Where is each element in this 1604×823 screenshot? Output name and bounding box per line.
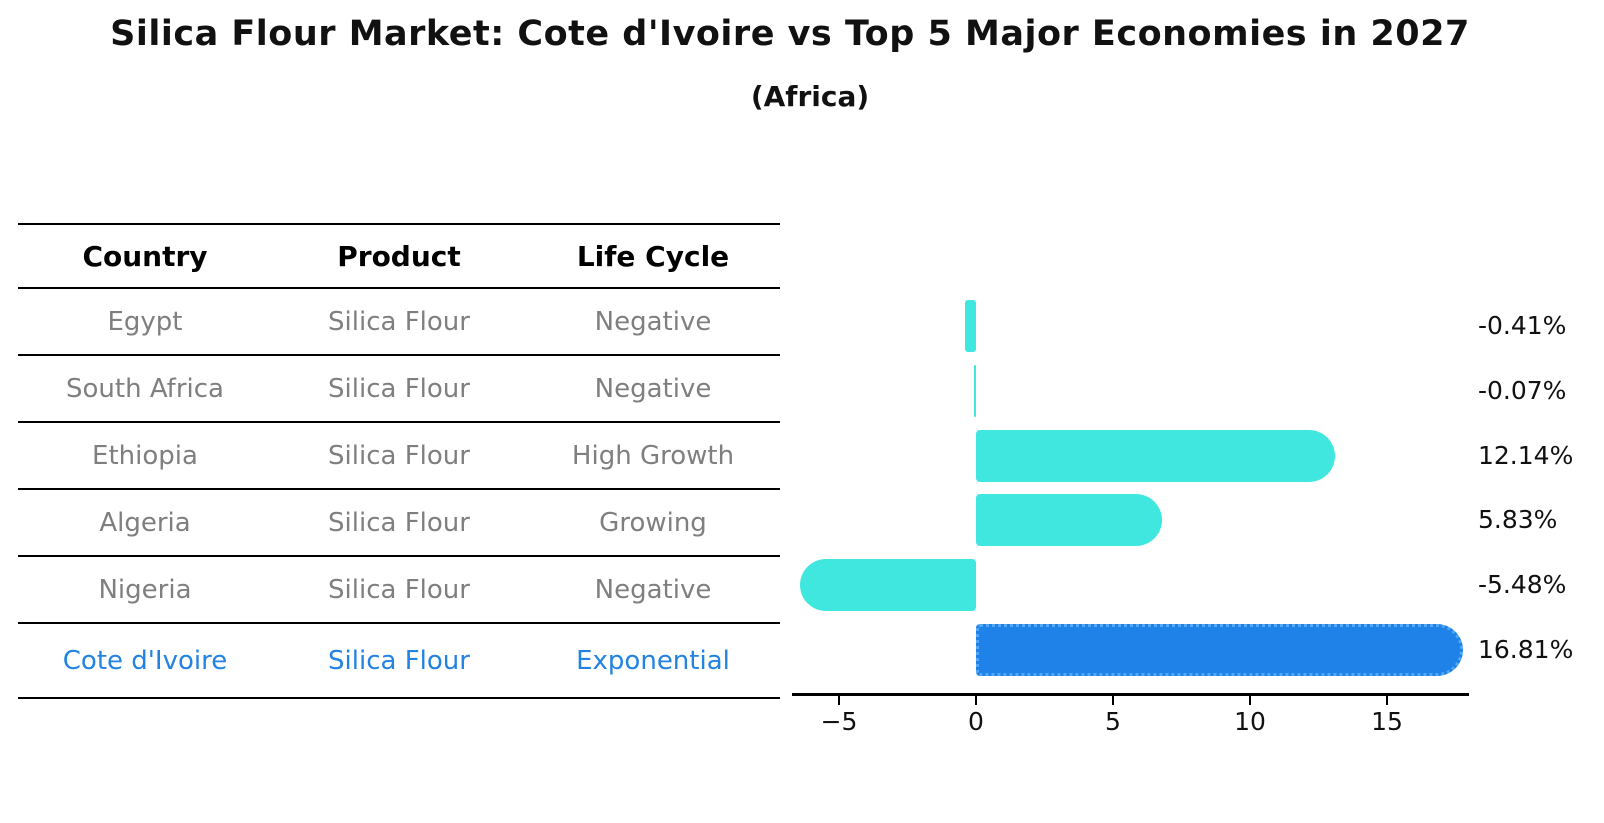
bar-value-label: 12.14% [1478, 440, 1574, 470]
table-row: Nigeria Silica Flour Negative [18, 557, 780, 624]
x-axis-tick-label: 10 [1234, 707, 1266, 736]
bar-nigeria [800, 559, 976, 611]
cell-lifecycle: High Growth [571, 440, 735, 471]
bar-egypt [965, 300, 976, 352]
table-row: Ethiopia Silica Flour High Growth [18, 423, 780, 490]
table-header-lifecycle: Life Cycle [576, 239, 730, 273]
table-row: Algeria Silica Flour Growing [18, 490, 780, 557]
cell-product: Silica Flour [328, 306, 470, 337]
table-header-row: Country Product Life Cycle [18, 225, 780, 289]
cell-lifecycle: Negative [594, 306, 712, 337]
bar-cote-d-ivoire [976, 624, 1463, 676]
bar-south-africa [974, 365, 976, 417]
cell-lifecycle: Negative [594, 574, 712, 605]
chart-subtitle: (Africa) [750, 80, 870, 113]
bar-value-label: -0.41% [1478, 311, 1567, 340]
x-axis-line [792, 693, 1469, 696]
cell-lifecycle: Growing [599, 507, 707, 538]
cell-product: Silica Flour [328, 507, 470, 538]
table-body: Egypt Silica Flour Negative South Africa Sil… [18, 289, 780, 699]
x-axis-tick [1249, 696, 1251, 705]
cell-lifecycle: Negative [594, 373, 712, 404]
table-header-product: Product [337, 239, 461, 273]
cell-product: Silica Flour [328, 440, 470, 471]
x-axis-tick-label: 0 [968, 707, 984, 736]
bar-value-label: -5.48% [1478, 570, 1567, 599]
cell-product: Silica Flour [328, 645, 470, 676]
bar-value-label: 16.81% [1478, 635, 1574, 664]
x-axis-tick-label: 5 [1105, 707, 1121, 736]
country-table: Country Product Life Cycle Egypt Silica F… [18, 223, 780, 699]
cell-country: Egypt [107, 306, 183, 337]
chart-title: Silica Flour Market: Cote d'Ivoire vs To… [110, 14, 1470, 54]
bar-value-label: -0.07% [1478, 376, 1567, 405]
table-row: Cote d'Ivoire Silica Flour Exponential [18, 624, 780, 699]
cell-product: Silica Flour [328, 373, 470, 404]
cell-country: South Africa [66, 373, 224, 404]
bar-ethiopia [976, 429, 1335, 482]
table-header-country: Country [82, 239, 208, 273]
x-axis-tick-label: 15 [1371, 707, 1403, 736]
cell-country: Nigeria [98, 574, 192, 605]
cell-lifecycle: Exponential [576, 645, 730, 676]
x-axis-tick [975, 696, 977, 705]
cell-product: Silica Flour [328, 574, 470, 605]
x-axis-tick [1386, 696, 1388, 705]
x-axis-tick [838, 696, 840, 705]
table-row: South Africa Silica Flour Negative [18, 356, 780, 423]
bar-algeria [976, 494, 1162, 546]
cell-country: Cote d'Ivoire [62, 645, 228, 676]
cell-country: Algeria [99, 507, 191, 538]
table-row: Egypt Silica Flour Negative [18, 289, 780, 356]
bar-value-label: 5.83% [1478, 505, 1558, 534]
cell-country: Ethiopia [92, 440, 198, 471]
x-axis-tick [1112, 696, 1114, 705]
x-axis-tick-label: −5 [820, 707, 858, 736]
